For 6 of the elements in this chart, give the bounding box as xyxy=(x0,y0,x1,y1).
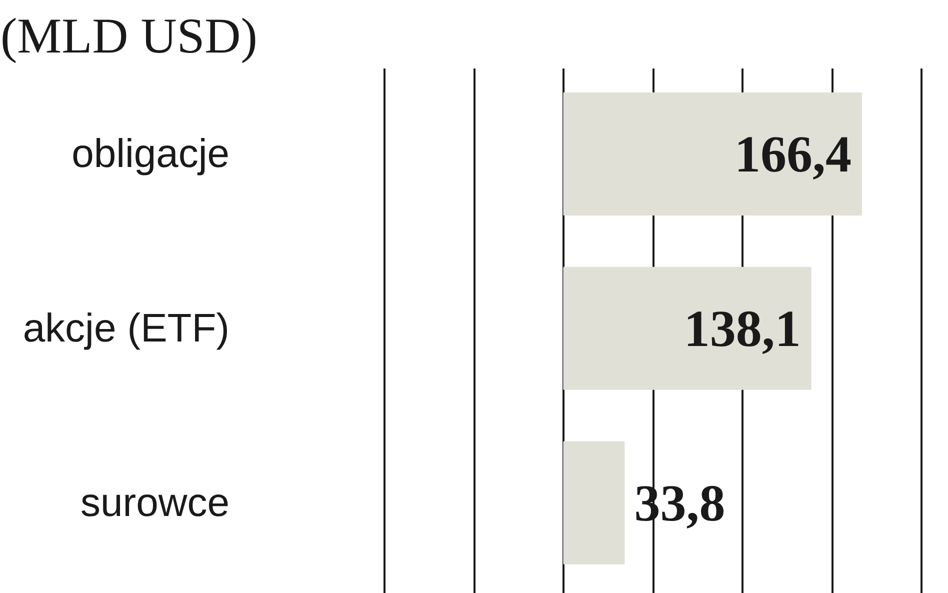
data-label: 138,1 xyxy=(684,300,801,358)
text: (MLD USD) xyxy=(0,8,258,64)
data-label: 166,4 xyxy=(734,126,852,184)
y-tick-label: surowce xyxy=(80,480,230,525)
y-tick-label: obligacje xyxy=(72,132,230,176)
y-tick-label: akcje (ETF) xyxy=(22,306,230,350)
